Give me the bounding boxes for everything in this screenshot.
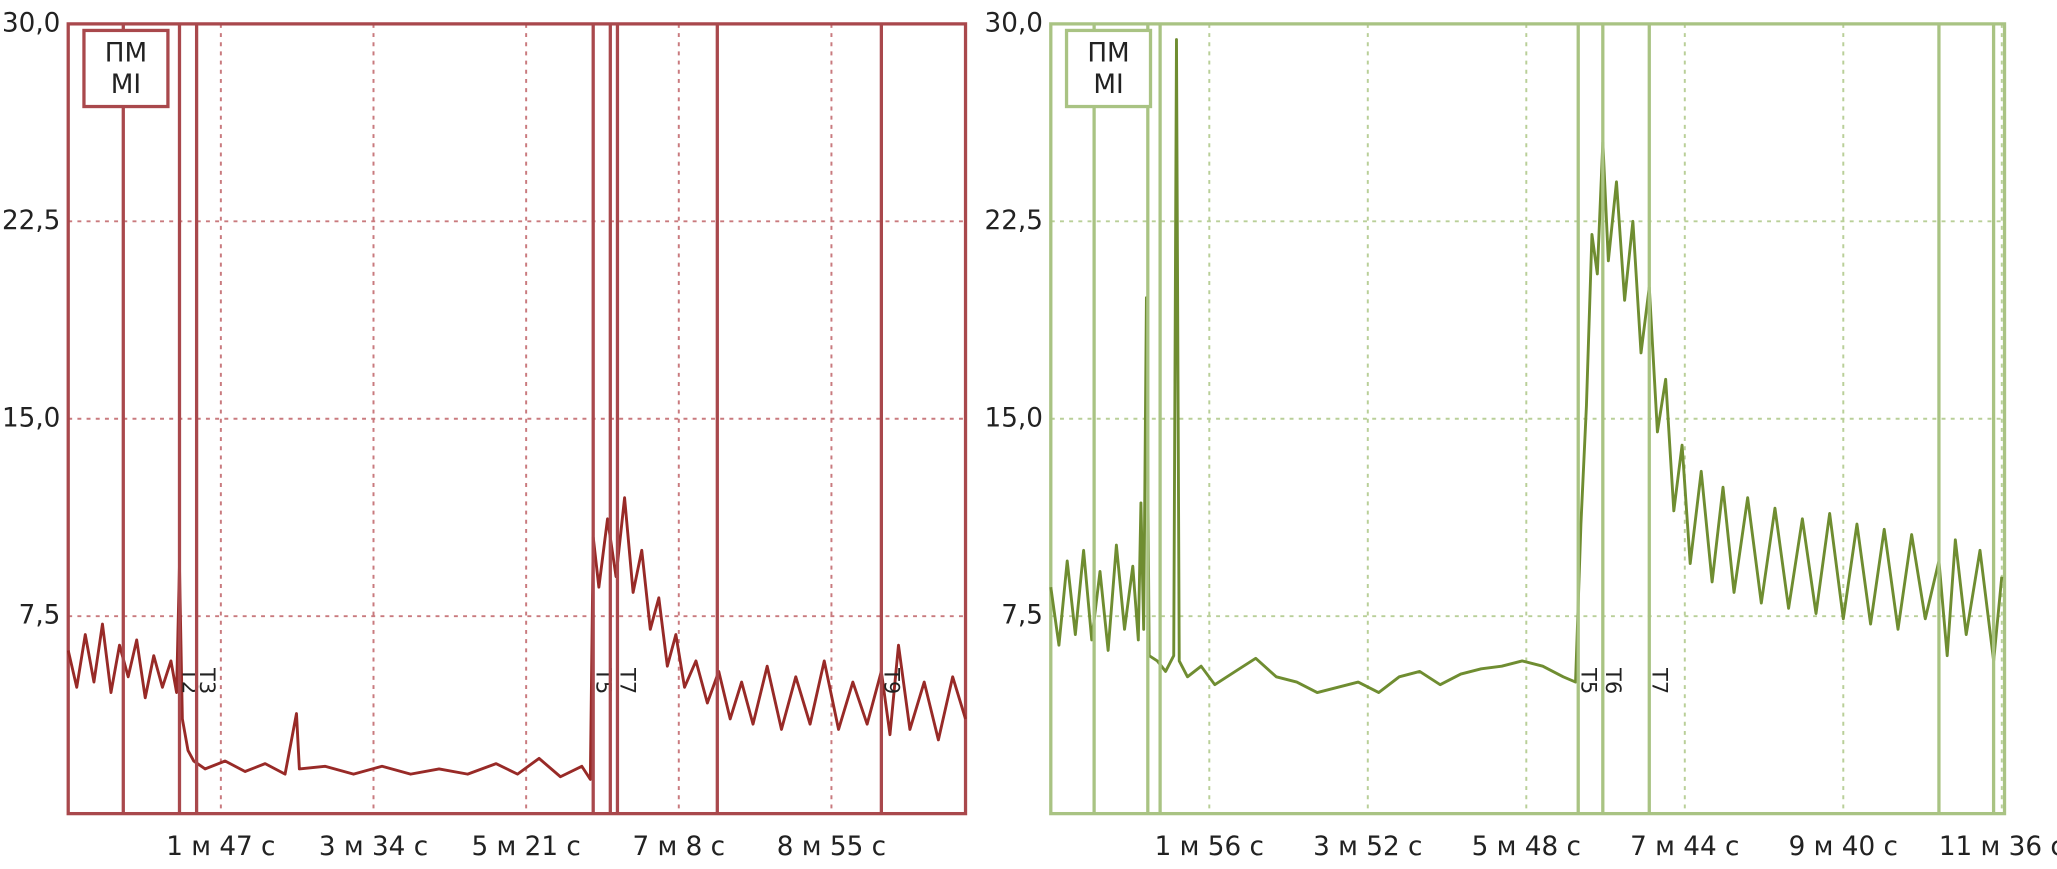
marker-label: T5 [1576, 667, 1600, 694]
x-tick-label: 5 м 48 с [1472, 832, 1581, 862]
x-tick-label: 11 м 36 с [1939, 832, 2057, 862]
legend-box [82, 28, 170, 109]
plot-frame [66, 22, 968, 816]
x-tick-label: 1 м 47 с [166, 832, 275, 862]
y-tick-label: 22,5 [2, 206, 60, 236]
x-tick-label: 7 м 44 с [1630, 832, 1739, 862]
x-tick-label: 5 м 21 с [472, 832, 581, 862]
marker-label: T3 [195, 667, 219, 694]
marker-label: T9 [880, 667, 904, 694]
plot-frame [1049, 22, 2007, 816]
chart-panel: 7,5 15,0 22,5 30,0 1 м 47 с 3 м 34 с 5 м 21 с 7… [2, 8, 968, 862]
x-tick-label: 9 м 40 с [1789, 832, 1898, 862]
data-line [66, 496, 967, 781]
y-tick-label: 7,5 [19, 601, 61, 631]
y-tick-label: 30,0 [985, 8, 1043, 38]
y-tick-label: 22,5 [985, 206, 1043, 236]
y-tick-label: 15,0 [2, 403, 60, 433]
marker-label: T7 [1647, 667, 1671, 694]
y-tick-label: 7,5 [1001, 601, 1043, 631]
y-tick-label: 30,0 [2, 8, 60, 38]
marker-label: T7 [616, 667, 640, 694]
y-tick-label: 15,0 [985, 403, 1043, 433]
legend-text: ПМ [1087, 39, 1129, 69]
marker-label: T6 [1601, 667, 1625, 694]
chart-panel: 7,5 15,0 22,5 30,0 1 м 56 с 3 м 52 с 5 м 48 с 7… [985, 8, 2057, 862]
data-line [1049, 38, 2004, 694]
legend-box [1064, 28, 1153, 109]
legend-text: ПМ [105, 39, 147, 69]
x-tick-label: 7 м 8 с [633, 832, 726, 862]
x-tick-label: 3 м 52 с [1313, 832, 1422, 862]
x-tick-label: 8 м 55 с [777, 832, 886, 862]
x-tick-label: 1 м 56 с [1155, 832, 1264, 862]
x-tick-label: 3 м 34 с [319, 832, 428, 862]
legend-text: MI [1093, 70, 1123, 100]
legend-text: MI [111, 70, 141, 100]
